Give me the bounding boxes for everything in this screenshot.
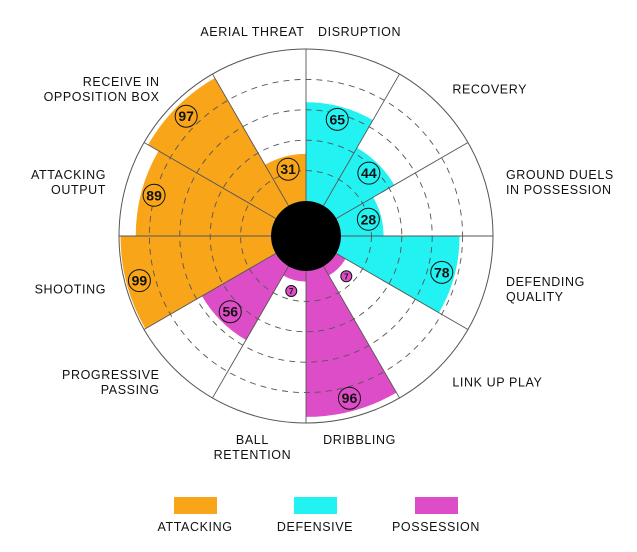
value-badge-ground-duels-in-possession <box>356 207 380 231</box>
bar-attacking-output <box>135 150 276 236</box>
category-label-recovery: RECOVERY <box>452 83 527 97</box>
center-hub <box>271 201 341 271</box>
category-label-link-up-play: LINK UP PLAY <box>452 375 542 389</box>
category-label-defending-quality: DEFENDING QUALITY <box>506 275 585 304</box>
bar-link-up-play <box>323 253 346 276</box>
value-badge-disruption <box>325 107 349 131</box>
value-label-disruption: 65 <box>329 111 345 127</box>
category-label-ground-duels-in-possession: GROUND DUELS IN POSSESSION <box>506 168 614 197</box>
value-label-link-up-play: 7 <box>344 272 349 281</box>
spoke-4 <box>336 253 469 330</box>
category-label-receive-in-opposition-box: RECEIVE IN OPPOSITION BOX <box>44 75 160 104</box>
value-badge-shooting <box>127 269 151 293</box>
value-label-ground-duels-in-possession: 28 <box>361 211 377 227</box>
spoke-7 <box>212 266 289 399</box>
value-label-shooting: 99 <box>132 273 148 289</box>
bar-defending-quality <box>336 236 460 313</box>
value-badge-ball-retention <box>285 285 298 298</box>
legend-label-defensive: DEFENSIVE <box>276 520 354 534</box>
value-badge-progressive-passing <box>218 300 242 324</box>
value-label-defending-quality: 78 <box>434 264 450 280</box>
value-label-dribbling: 96 <box>342 390 358 406</box>
category-label-shooting: SHOOTING <box>35 283 106 297</box>
value-badge-aerial-threat <box>276 157 300 181</box>
spoke-8 <box>143 253 276 330</box>
spoke-2 <box>336 142 469 219</box>
value-badge-receive-in-opposition-box <box>174 104 198 128</box>
spoke-10 <box>143 142 276 219</box>
value-badge-link-up-play <box>340 270 353 283</box>
legend-item-possession: POSSESSION <box>366 497 506 534</box>
legend-swatch-attacking <box>173 497 217 514</box>
bar-dribbling <box>306 266 397 417</box>
category-label-dribbling: DRIBBLING <box>323 433 396 447</box>
legend-swatch-defensive <box>293 497 337 514</box>
value-label-progressive-passing: 56 <box>222 304 238 320</box>
legend-item-attacking: ATTACKING <box>125 497 265 534</box>
category-label-progressive-passing: PROGRESSIVE PASSING <box>62 368 160 397</box>
value-label-ball-retention: 7 <box>289 287 294 296</box>
bar-ball-retention <box>283 266 306 282</box>
spoke-5 <box>323 266 400 399</box>
legend-item-defensive: DEFENSIVE <box>245 497 385 534</box>
bar-disruption <box>306 102 373 206</box>
value-label-recovery: 44 <box>361 165 377 181</box>
legend-label-attacking: ATTACKING <box>157 520 233 534</box>
category-label-ball-retention: BALL RETENTION <box>214 433 292 462</box>
category-label-attacking-output: ATTACKING OUTPUT <box>31 168 106 197</box>
value-badge-attacking-output <box>142 183 166 207</box>
spoke-1 <box>323 73 400 206</box>
legend-label-possession: POSSESSION <box>392 520 480 534</box>
value-badge-dribbling <box>337 386 361 410</box>
value-label-aerial-threat: 31 <box>280 161 296 177</box>
bar-shooting <box>120 236 276 329</box>
category-label-aerial-threat: AERIAL THREAT <box>200 25 304 39</box>
value-label-receive-in-opposition-box: 97 <box>178 108 194 124</box>
value-badge-defending-quality <box>430 260 454 284</box>
legend: ATTACKING DEFENSIVE POSSESSION <box>0 497 637 537</box>
legend-swatch-possession <box>414 497 458 514</box>
value-label-attacking-output: 89 <box>146 187 162 203</box>
spoke-11 <box>212 73 289 206</box>
category-label-disruption: DISRUPTION <box>318 25 401 39</box>
value-badge-recovery <box>357 161 381 185</box>
